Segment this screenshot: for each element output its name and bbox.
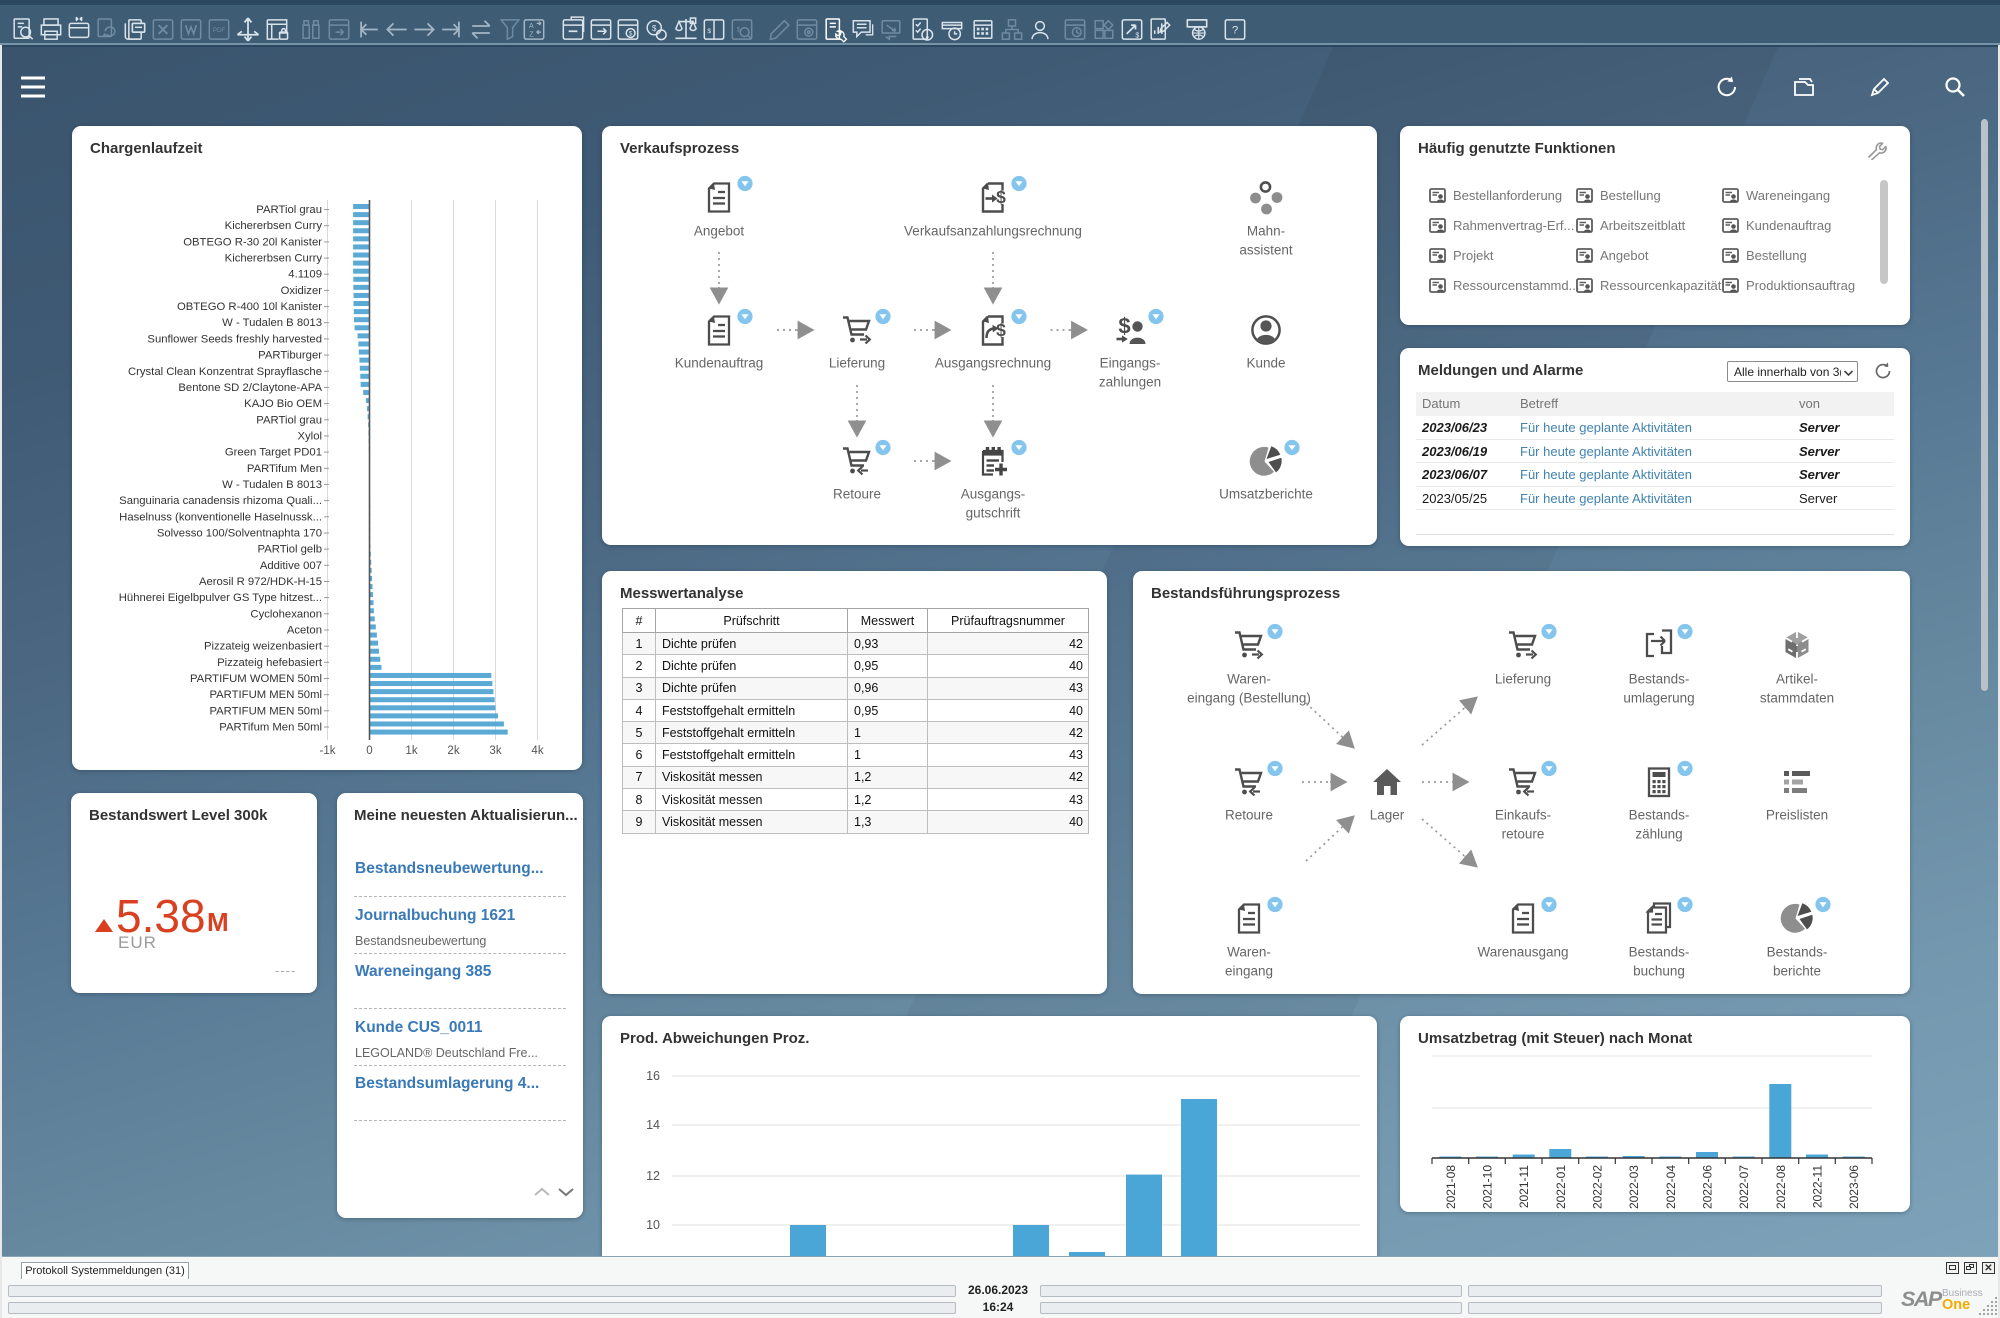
- svg-text:Ausgangs-: Ausgangs-: [961, 487, 1026, 502]
- svg-text:retoure: retoure: [1502, 827, 1545, 842]
- svg-text:-1k: -1k: [320, 745, 336, 757]
- svg-text:Sunflower Seeds freshly harves: Sunflower Seeds freshly harvested: [147, 333, 322, 345]
- svg-text:Waren-: Waren-: [1227, 672, 1271, 687]
- svg-text:PARTiol gelb: PARTiol gelb: [258, 544, 322, 556]
- svg-text:buchung: buchung: [1633, 964, 1685, 979]
- svg-text:0: 0: [366, 745, 372, 757]
- svg-text:Kundenauftrag: Kundenauftrag: [675, 356, 764, 371]
- svg-text:4k: 4k: [531, 745, 543, 757]
- svg-text:eingang (Bestellung): eingang (Bestellung): [1187, 691, 1311, 706]
- svg-text:PARTIFUM MEN 50ml: PARTIFUM MEN 50ml: [209, 689, 322, 701]
- svg-text:umlagerung: umlagerung: [1623, 691, 1694, 706]
- svg-text:12: 12: [646, 1169, 660, 1183]
- svg-text:Lager: Lager: [1370, 808, 1405, 823]
- svg-text:Retoure: Retoure: [833, 487, 881, 502]
- svg-text:2022-01: 2022-01: [1554, 1165, 1568, 1209]
- svg-text:Hühnerei Eigelbpulver GS Type: Hühnerei Eigelbpulver GS Type hitzest...: [119, 592, 322, 604]
- svg-text:OBTEGO R-30 20l Kanister: OBTEGO R-30 20l Kanister: [183, 236, 322, 248]
- svg-text:$: $: [652, 24, 657, 33]
- svg-text:14: 14: [646, 1118, 660, 1132]
- svg-text:Umsatzberichte: Umsatzberichte: [1219, 487, 1313, 502]
- svg-text:$: $: [707, 28, 711, 35]
- svg-text:?: ?: [1232, 24, 1238, 36]
- svg-text:Pizzateig hefebasiert: Pizzateig hefebasiert: [217, 657, 323, 669]
- svg-text:Haselnuss (konventionelle Hase: Haselnuss (konventionelle Haselnussk...: [119, 511, 322, 523]
- svg-text:$: $: [1135, 32, 1139, 39]
- svg-text:1k: 1k: [405, 745, 417, 757]
- svg-text:Lieferung: Lieferung: [1495, 672, 1551, 687]
- svg-text:2k: 2k: [447, 745, 459, 757]
- svg-text:OBTEGO R-400 10l Kanister: OBTEGO R-400 10l Kanister: [177, 301, 322, 313]
- svg-text:Preislisten: Preislisten: [1766, 808, 1828, 823]
- svg-text:2022-07: 2022-07: [1737, 1165, 1751, 1209]
- svg-text:2022-02: 2022-02: [1591, 1165, 1605, 1209]
- svg-text:2022-03: 2022-03: [1627, 1165, 1641, 1209]
- svg-text:Retoure: Retoure: [1225, 808, 1273, 823]
- svg-text:stammdaten: stammdaten: [1760, 691, 1834, 706]
- svg-text:Verkaufsanzahlungsrechnung: Verkaufsanzahlungsrechnung: [904, 224, 1082, 239]
- svg-text:Kichererbsen Curry: Kichererbsen Curry: [225, 220, 323, 232]
- svg-text:PARTifum Men 50ml: PARTifum Men 50ml: [219, 722, 322, 734]
- svg-text:Mahn-: Mahn-: [1247, 224, 1285, 239]
- svg-text:PARTiol grau: PARTiol grau: [256, 204, 322, 216]
- svg-text:Sanguinaria canadensis rhizoma: Sanguinaria canadensis rhizoma Quali...: [119, 495, 322, 507]
- svg-text:Aerosil R 972/HDK-H-15: Aerosil R 972/HDK-H-15: [199, 576, 322, 588]
- svg-text:Z: Z: [529, 32, 534, 39]
- svg-text:berichte: berichte: [1773, 964, 1821, 979]
- svg-text:Green Target PD01: Green Target PD01: [225, 447, 322, 459]
- svg-text:Oxidizer: Oxidizer: [281, 285, 323, 297]
- svg-text:2021-10: 2021-10: [1481, 1165, 1495, 1209]
- svg-text:Additive 007: Additive 007: [260, 560, 322, 572]
- svg-text:Crystal Clean Konzentrat Spray: Crystal Clean Konzentrat Sprayflasche: [128, 366, 322, 378]
- svg-text:zahlungen: zahlungen: [1099, 375, 1161, 390]
- svg-text:Waren-: Waren-: [1227, 945, 1271, 960]
- svg-text:4.1109: 4.1109: [288, 269, 322, 281]
- svg-text:2021-11: 2021-11: [1517, 1165, 1531, 1208]
- svg-text:Einkaufs-: Einkaufs-: [1495, 808, 1551, 823]
- svg-text:Artikel-: Artikel-: [1776, 672, 1818, 687]
- svg-text:W - Tudalen B 8013: W - Tudalen B 8013: [222, 317, 322, 329]
- svg-text:W - Tudalen B 8013: W - Tudalen B 8013: [222, 479, 322, 491]
- svg-text:16: 16: [646, 1069, 660, 1083]
- svg-text:assistent: assistent: [1239, 243, 1293, 258]
- svg-text:Kunde: Kunde: [1246, 356, 1285, 371]
- svg-text:2022-06: 2022-06: [1701, 1165, 1715, 1209]
- svg-text:PARTiburger: PARTiburger: [258, 350, 322, 362]
- svg-text:$: $: [629, 31, 633, 38]
- svg-text:Bestands-: Bestands-: [1629, 808, 1690, 823]
- svg-text:PARTIFUM WOMEN 50ml: PARTIFUM WOMEN 50ml: [190, 673, 322, 685]
- svg-text:2022-08: 2022-08: [1774, 1165, 1788, 1209]
- svg-text:gutschrift: gutschrift: [966, 506, 1021, 521]
- svg-text:2022-04: 2022-04: [1664, 1165, 1678, 1209]
- svg-text:3k: 3k: [489, 745, 501, 757]
- svg-text:Cyclohexanon: Cyclohexanon: [250, 608, 322, 620]
- svg-text:PARTiol grau: PARTiol grau: [256, 414, 322, 426]
- svg-text:Bentone SD 2/Claytone-APA: Bentone SD 2/Claytone-APA: [178, 382, 322, 394]
- svg-text:Eingangs-: Eingangs-: [1100, 356, 1161, 371]
- svg-text:$: $: [737, 26, 741, 33]
- svg-text:Lieferung: Lieferung: [829, 356, 885, 371]
- svg-text:PARTIFUM MEN 50ml: PARTIFUM MEN 50ml: [209, 705, 322, 717]
- svg-text:10: 10: [646, 1218, 660, 1232]
- svg-text:2023-06: 2023-06: [1847, 1165, 1861, 1209]
- svg-text:Kichererbsen Curry: Kichererbsen Curry: [225, 253, 323, 265]
- svg-text:A: A: [529, 23, 534, 30]
- svg-text:Bestands-: Bestands-: [1629, 945, 1690, 960]
- svg-text:Bestands-: Bestands-: [1767, 945, 1828, 960]
- svg-text:zählung: zählung: [1635, 827, 1682, 842]
- svg-text:Aceton: Aceton: [287, 625, 322, 637]
- svg-text:Angebot: Angebot: [694, 224, 745, 239]
- svg-text:Pizzateig weizenbasiert: Pizzateig weizenbasiert: [204, 641, 323, 653]
- svg-text:Warenausgang: Warenausgang: [1477, 945, 1568, 960]
- svg-text:Xylol: Xylol: [298, 430, 323, 442]
- svg-text:Ausgangsrechnung: Ausgangsrechnung: [935, 356, 1051, 371]
- svg-text:PARTifum Men: PARTifum Men: [247, 463, 322, 475]
- svg-text:KAJO Bio OEM: KAJO Bio OEM: [244, 398, 322, 410]
- svg-text:2022-11: 2022-11: [1811, 1165, 1825, 1208]
- svg-text:2021-08: 2021-08: [1444, 1165, 1458, 1209]
- svg-text:Bestands-: Bestands-: [1629, 672, 1690, 687]
- svg-text:PDF: PDF: [213, 27, 226, 34]
- svg-text:Solvesso 100/Solventnaphta 170: Solvesso 100/Solventnaphta 170: [157, 528, 322, 540]
- svg-text:eingang: eingang: [1225, 964, 1273, 979]
